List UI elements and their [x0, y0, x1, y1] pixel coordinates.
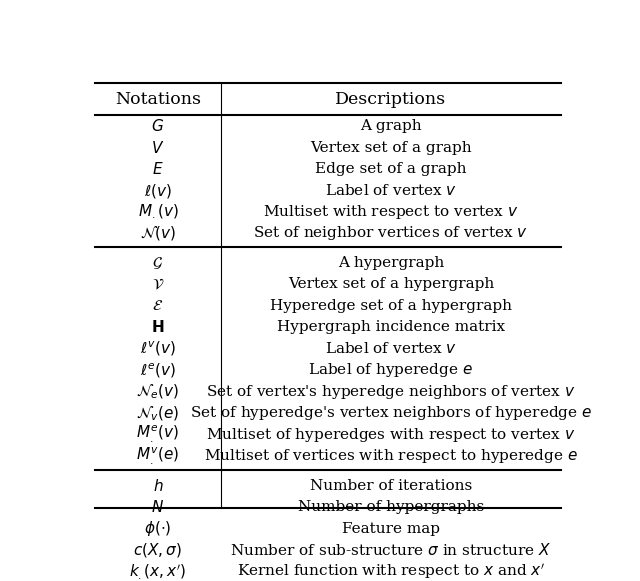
Text: $k_{.}(x, x')$: $k_{.}(x, x')$: [129, 562, 186, 581]
Text: Multiset with respect to vertex $v$: Multiset with respect to vertex $v$: [263, 203, 518, 221]
Text: $M^{e}_{.}(v)$: $M^{e}_{.}(v)$: [136, 424, 179, 445]
Text: $h$: $h$: [152, 478, 163, 494]
Text: $M_{.}(v)$: $M_{.}(v)$: [138, 203, 178, 221]
Text: $E$: $E$: [152, 161, 164, 177]
Text: $G$: $G$: [151, 118, 164, 134]
Text: $\mathcal{E}$: $\mathcal{E}$: [152, 299, 163, 313]
Text: Set of hyperedge's vertex neighbors of hyperedge $e$: Set of hyperedge's vertex neighbors of h…: [190, 404, 592, 422]
Text: Hyperedge set of a hypergraph: Hyperedge set of a hypergraph: [270, 299, 512, 313]
Text: Vertex set of a hypergraph: Vertex set of a hypergraph: [288, 278, 494, 292]
Text: Set of vertex's hyperedge neighbors of vertex $v$: Set of vertex's hyperedge neighbors of v…: [206, 383, 575, 401]
Text: $\mathcal{N}_{v}(e)$: $\mathcal{N}_{v}(e)$: [136, 404, 180, 422]
Text: Descriptions: Descriptions: [335, 91, 447, 107]
Text: Multiset of vertices with respect to hyperedge $e$: Multiset of vertices with respect to hyp…: [204, 447, 578, 465]
Text: Vertex set of a graph: Vertex set of a graph: [310, 141, 472, 155]
Text: Label of vertex $v$: Label of vertex $v$: [325, 183, 457, 198]
Text: $\mathcal{V}$: $\mathcal{V}$: [152, 277, 164, 292]
Text: Number of iterations: Number of iterations: [310, 479, 472, 493]
Text: Hypergraph incidence matrix: Hypergraph incidence matrix: [277, 320, 505, 335]
Text: Set of neighbor vertices of vertex $v$: Set of neighbor vertices of vertex $v$: [253, 224, 529, 242]
Text: Feature map: Feature map: [342, 522, 440, 536]
Text: $M^{v}_{.}(e)$: $M^{v}_{.}(e)$: [136, 446, 179, 467]
Text: $N$: $N$: [151, 499, 164, 515]
Text: $\phi(\cdot)$: $\phi(\cdot)$: [144, 519, 172, 538]
Text: $\mathcal{N}(v)$: $\mathcal{N}(v)$: [140, 224, 176, 242]
Text: $\ell^{e}(v)$: $\ell^{e}(v)$: [140, 361, 176, 379]
Text: $\ell(v)$: $\ell(v)$: [144, 181, 172, 199]
Text: $c(X, \sigma)$: $c(X, \sigma)$: [133, 541, 182, 559]
Text: Multiset of hyperedges with respect to vertex $v$: Multiset of hyperedges with respect to v…: [206, 426, 576, 444]
Text: $\mathcal{N}_{e}(v)$: $\mathcal{N}_{e}(v)$: [136, 383, 179, 401]
Text: $V$: $V$: [151, 139, 164, 156]
Text: Label of vertex $v$: Label of vertex $v$: [325, 342, 457, 356]
Text: Edge set of a graph: Edge set of a graph: [315, 162, 467, 176]
Text: A graph: A graph: [360, 119, 422, 133]
Text: Label of hyperedge $e$: Label of hyperedge $e$: [308, 361, 474, 379]
Text: $\ell^{v}(v)$: $\ell^{v}(v)$: [140, 339, 176, 358]
Text: Notations: Notations: [115, 91, 201, 107]
Text: Number of hypergraphs: Number of hypergraphs: [298, 500, 484, 514]
Text: Kernel function with respect to $x$ and $x'$: Kernel function with respect to $x$ and …: [237, 562, 545, 581]
Text: Number of sub-structure $\sigma$ in structure $X$: Number of sub-structure $\sigma$ in stru…: [230, 542, 552, 558]
Text: A hypergraph: A hypergraph: [338, 256, 444, 270]
Text: $\mathbf{H}$: $\mathbf{H}$: [151, 320, 164, 335]
Text: $\mathcal{G}$: $\mathcal{G}$: [152, 255, 163, 271]
